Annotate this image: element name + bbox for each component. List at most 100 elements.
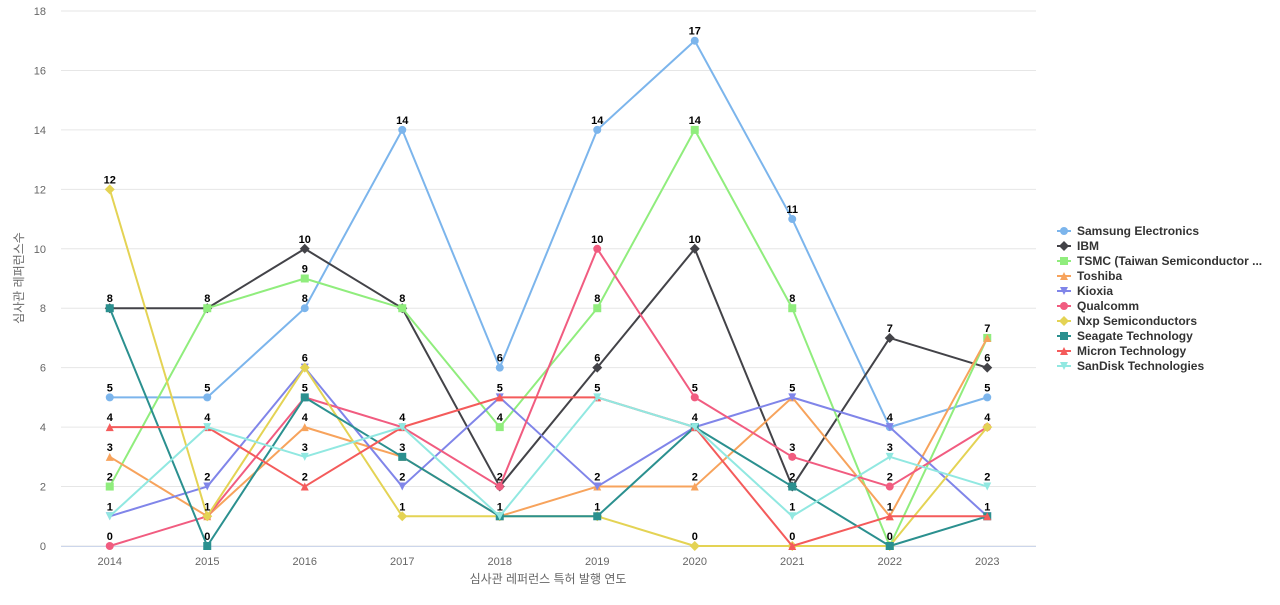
data-point[interactable]: [105, 423, 114, 432]
data-point[interactable]: [885, 423, 894, 432]
data-point[interactable]: [105, 512, 114, 521]
data-point[interactable]: [788, 452, 797, 461]
legend-item[interactable]: SanDisk Technologies: [1057, 359, 1204, 373]
data-point[interactable]: [593, 244, 602, 253]
legend-item[interactable]: Seagate Technology: [1057, 329, 1193, 343]
data-point[interactable]: [788, 215, 797, 224]
data-point[interactable]: [885, 512, 894, 521]
data-label: 5: [302, 382, 308, 394]
legend-item[interactable]: TSMC (Taiwan Semiconductor ...: [1057, 254, 1262, 268]
y-tick-label: 18: [34, 6, 46, 18]
data-point[interactable]: [300, 452, 309, 461]
data-point[interactable]: [495, 423, 504, 432]
legend-marker: [1060, 272, 1068, 280]
data-point[interactable]: [105, 393, 114, 402]
data-label: 4: [887, 412, 894, 424]
data-point[interactable]: [983, 333, 992, 342]
data-point[interactable]: [788, 304, 797, 313]
data-point[interactable]: [689, 243, 700, 254]
legend-marker: [1060, 287, 1068, 295]
data-point[interactable]: [788, 512, 797, 521]
y-tick-label: 8: [40, 303, 46, 315]
data-point[interactable]: [398, 423, 407, 432]
x-tick-label: 2023: [975, 556, 999, 568]
data-point[interactable]: [104, 184, 115, 195]
data-point[interactable]: [788, 482, 797, 491]
data-point[interactable]: [495, 512, 504, 521]
legend-item[interactable]: Qualcomm: [1057, 299, 1139, 313]
data-label: 2: [204, 472, 210, 484]
data-label: 8: [789, 293, 795, 305]
data-point[interactable]: [593, 482, 602, 491]
data-point[interactable]: [593, 125, 602, 134]
data-point[interactable]: [983, 512, 992, 521]
data-point[interactable]: [983, 393, 992, 402]
data-label: 0: [887, 531, 893, 543]
data-point[interactable]: [299, 362, 310, 373]
data-point[interactable]: [690, 36, 699, 45]
data-point[interactable]: [398, 482, 407, 491]
y-tick-label: 14: [34, 125, 46, 137]
data-point[interactable]: [689, 541, 700, 551]
data-point[interactable]: [105, 482, 114, 491]
data-point[interactable]: [690, 393, 699, 402]
data-point[interactable]: [690, 125, 699, 134]
data-point[interactable]: [203, 482, 212, 491]
data-point[interactable]: [788, 393, 797, 402]
data-point[interactable]: [105, 542, 114, 550]
data-point[interactable]: [397, 511, 408, 522]
data-label: 7: [887, 323, 893, 335]
legend-item[interactable]: Nxp Semiconductors: [1057, 314, 1197, 328]
y-axis-title: 심사관 레퍼런스수: [12, 232, 26, 324]
legend-item[interactable]: Toshiba: [1057, 269, 1122, 283]
data-point[interactable]: [398, 304, 407, 313]
data-point[interactable]: [690, 482, 699, 491]
data-point[interactable]: [105, 452, 114, 461]
data-point[interactable]: [495, 363, 504, 372]
series-10: [105, 393, 992, 521]
legend-item[interactable]: Kioxia: [1057, 284, 1113, 298]
data-point[interactable]: [300, 304, 309, 313]
data-label: 4: [302, 412, 309, 424]
data-point[interactable]: [982, 362, 993, 373]
data-point[interactable]: [300, 423, 309, 432]
data-point[interactable]: [885, 542, 894, 550]
data-point[interactable]: [300, 393, 309, 402]
data-point[interactable]: [690, 423, 699, 432]
legend-item[interactable]: Micron Technology: [1057, 344, 1186, 358]
data-point[interactable]: [593, 393, 602, 402]
data-point[interactable]: [202, 511, 213, 522]
data-point[interactable]: [203, 393, 212, 402]
data-point[interactable]: [398, 125, 407, 134]
data-label: 0: [107, 531, 113, 543]
y-tick-label: 16: [34, 65, 46, 77]
data-point[interactable]: [983, 482, 992, 491]
data-point[interactable]: [593, 512, 602, 521]
legend-label: Qualcomm: [1077, 299, 1139, 313]
data-label: 5: [692, 382, 698, 394]
data-point[interactable]: [885, 452, 894, 461]
data-point[interactable]: [300, 274, 309, 283]
data-point[interactable]: [398, 452, 407, 461]
data-point[interactable]: [203, 542, 212, 550]
data-point[interactable]: [105, 304, 114, 313]
data-point[interactable]: [593, 304, 602, 313]
data-point[interactable]: [495, 393, 504, 402]
data-label: 17: [689, 26, 701, 38]
data-label: 5: [789, 382, 795, 394]
data-point[interactable]: [300, 482, 309, 491]
data-point[interactable]: [982, 422, 993, 433]
data-point[interactable]: [788, 542, 797, 550]
data-point[interactable]: [203, 423, 212, 432]
data-point[interactable]: [299, 243, 310, 254]
legend-item[interactable]: IBM: [1057, 239, 1099, 253]
data-label: 2: [887, 472, 893, 484]
data-label: 14: [689, 115, 702, 127]
legend-item[interactable]: Samsung Electronics: [1057, 224, 1199, 238]
data-point[interactable]: [592, 362, 603, 373]
data-point[interactable]: [203, 304, 212, 313]
data-point[interactable]: [885, 482, 894, 491]
data-point[interactable]: [495, 482, 504, 491]
data-point[interactable]: [884, 332, 895, 343]
